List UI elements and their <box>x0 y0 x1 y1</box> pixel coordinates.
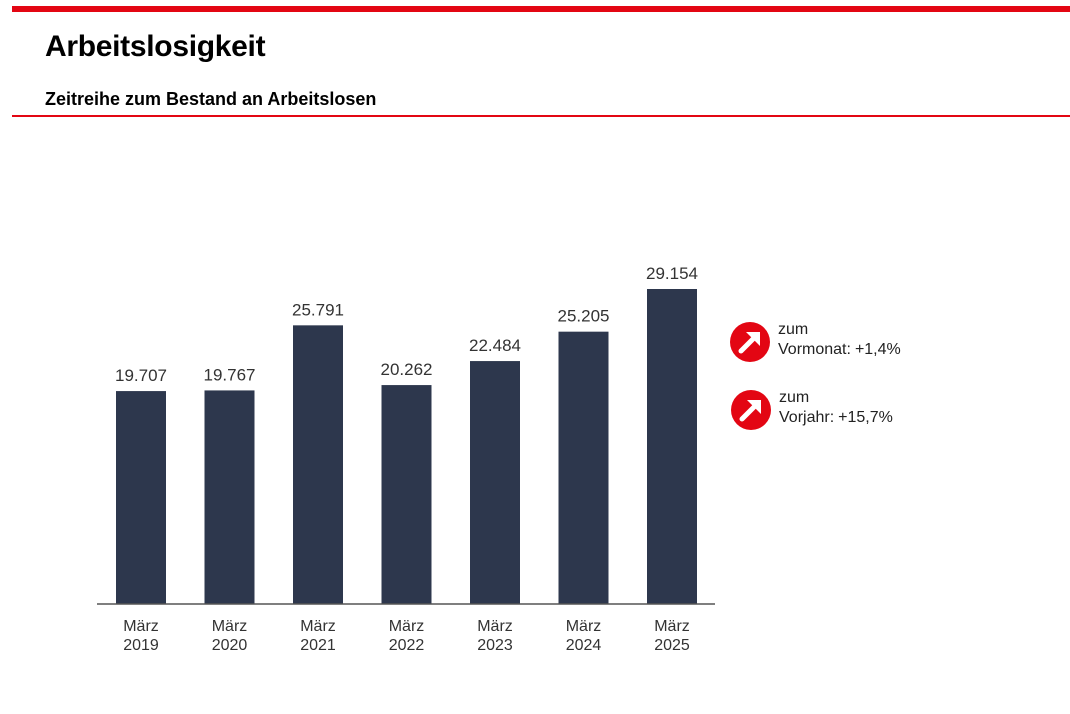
indicator-vormonat: zum Vormonat: +1,4% <box>730 320 901 362</box>
trend-up-arrow-icon <box>730 322 770 362</box>
bar <box>116 391 166 604</box>
indicator-vorjahr: zum Vorjahr: +15,7% <box>731 388 893 430</box>
indicator-line2: Vorjahr: <box>779 409 835 426</box>
indicator-line1: zum <box>779 389 810 406</box>
x-tick-label: März 2021 <box>300 618 336 654</box>
x-tick-label: März 2025 <box>654 618 690 654</box>
indicator-line1: zum <box>778 321 809 338</box>
bar-value-label: 20.262 <box>381 360 433 379</box>
bar-value-label: 22.484 <box>469 336 521 355</box>
indicator-text: zum Vorjahr: +15,7% <box>779 388 893 428</box>
bars-layer <box>116 289 697 604</box>
x-tick-label: März 2024 <box>566 618 602 654</box>
bar <box>558 331 609 604</box>
trend-up-arrow-icon <box>731 390 771 430</box>
indicator-value: +15,7% <box>838 409 893 426</box>
bar <box>381 385 432 604</box>
value-labels-layer: 19.707 19.767 25.791 20.262 22.484 25.205 29.1… <box>115 264 698 385</box>
bar-value-label: 19.767 <box>204 365 256 384</box>
x-tick-label: März 2023 <box>477 618 513 654</box>
bar-value-label: 25.205 <box>558 307 610 326</box>
x-tick-label: März 2020 <box>212 618 248 654</box>
page-subtitle: Zeitreihe zum Bestand an Arbeitslosen <box>45 89 377 109</box>
x-tick-label: März 2022 <box>389 618 425 654</box>
bar-value-label: 19.707 <box>115 366 167 385</box>
bar <box>647 289 697 604</box>
x-tick-label: März 2019 <box>123 618 159 654</box>
top-accent-bar <box>12 6 1070 12</box>
header-divider <box>12 115 1070 117</box>
indicator-value: +1,4% <box>854 341 901 358</box>
indicator-line2: Vormonat: <box>778 341 851 358</box>
bar <box>470 361 520 604</box>
x-tick-labels-layer: März 2019 März 2020 März 2021 März 2022 März 2023… <box>123 618 690 654</box>
bar <box>293 325 343 604</box>
bar-value-label: 29.154 <box>646 264 698 283</box>
indicator-text: zum Vormonat: +1,4% <box>778 320 901 360</box>
bar <box>204 390 255 604</box>
page-title: Arbeitslosigkeit <box>45 30 266 63</box>
bar-value-label: 25.791 <box>292 300 344 319</box>
